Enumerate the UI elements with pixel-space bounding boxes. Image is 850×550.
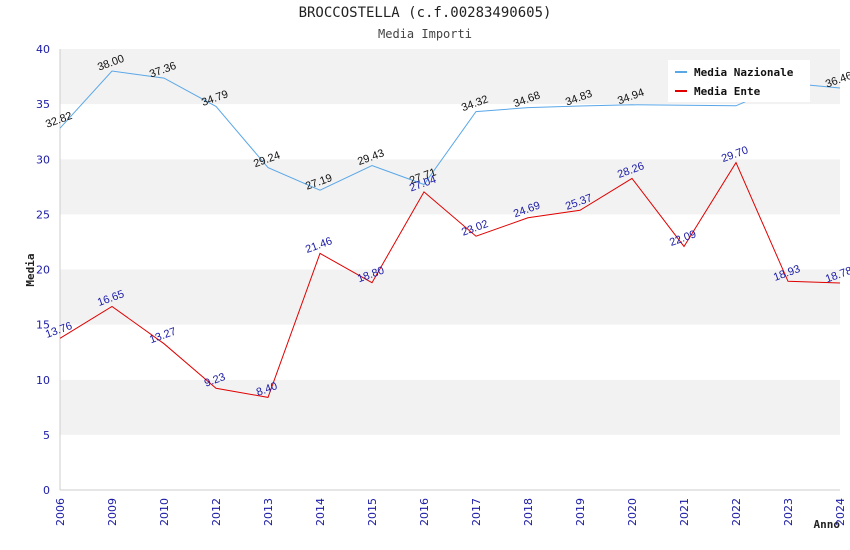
- y-axis-label: Media: [24, 253, 37, 286]
- y-tick-label: 30: [36, 153, 50, 166]
- x-tick-label: 2016: [418, 498, 431, 526]
- x-tick-label: 2014: [314, 498, 327, 526]
- plot-band: [60, 269, 840, 325]
- x-tick-label: 2009: [106, 498, 119, 526]
- x-tick-label: 2013: [262, 498, 275, 526]
- legend-label: Media Ente: [694, 85, 761, 98]
- x-axis-label: Anno: [814, 518, 841, 531]
- legend-label: Media Nazionale: [694, 66, 794, 79]
- plot-band: [60, 434, 840, 490]
- y-tick-label: 35: [36, 98, 50, 111]
- x-tick-label: 2021: [678, 498, 691, 526]
- x-tick-label: 2012: [210, 498, 223, 526]
- y-tick-label: 40: [36, 43, 50, 56]
- legend-box: [668, 60, 810, 102]
- y-tick-label: 25: [36, 208, 50, 221]
- plot-band: [60, 159, 840, 215]
- x-tick-label: 2024: [834, 498, 847, 526]
- chart-subtitle: Media Importi: [378, 27, 472, 41]
- x-tick-label: 2017: [470, 498, 483, 526]
- x-tick-label: 2018: [522, 498, 535, 526]
- x-tick-label: 2006: [54, 498, 67, 526]
- series-line-nazionale: [59, 70, 841, 191]
- y-tick-label: 5: [43, 429, 50, 442]
- plot-band: [60, 214, 840, 270]
- chart-title: BROCCOSTELLA (c.f.00283490605): [298, 5, 552, 21]
- y-tick-label: 10: [36, 374, 50, 387]
- y-tick-label: 20: [36, 264, 50, 277]
- x-tick-label: 2019: [574, 498, 587, 526]
- plot-band: [60, 324, 840, 380]
- x-tick-label: 2022: [730, 498, 743, 526]
- plot-band: [60, 379, 840, 435]
- x-tick-label: 2020: [626, 498, 639, 526]
- x-tick-label: 2015: [366, 498, 379, 526]
- series-line-ente: [59, 161, 841, 398]
- plot-band: [60, 104, 840, 160]
- x-tick-label: 2010: [158, 498, 171, 526]
- x-tick-label: 2023: [782, 498, 795, 526]
- y-tick-label: 15: [36, 319, 50, 332]
- y-tick-label: 0: [43, 484, 50, 497]
